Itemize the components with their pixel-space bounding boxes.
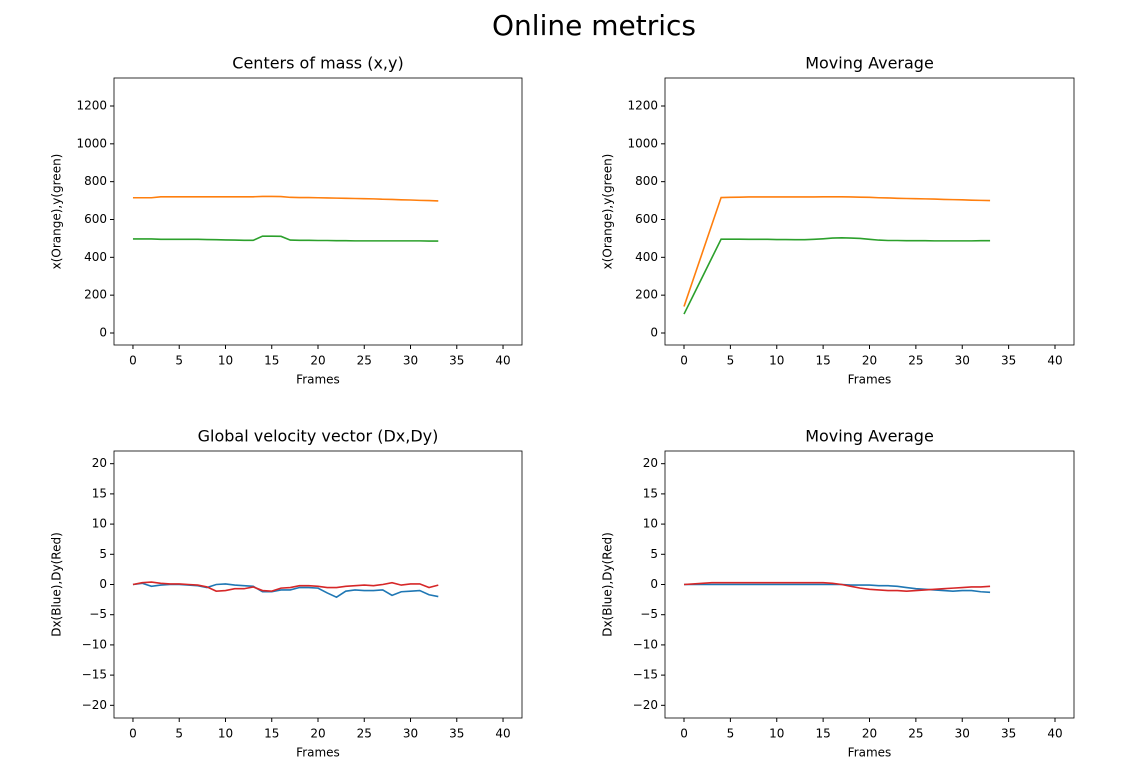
- x-tick-label: 0: [680, 354, 688, 368]
- x-axis-label: Frames: [296, 746, 340, 760]
- y-tick-label: 0: [650, 325, 658, 339]
- data-line: [132, 581, 439, 592]
- x-tick-label: 15: [815, 727, 830, 741]
- x-tick-label: 10: [218, 354, 233, 368]
- subplot-title: Global velocity vector (Dx,Dy): [198, 427, 439, 446]
- x-tick-label: 30: [955, 354, 970, 368]
- plot-frame: [664, 450, 1075, 719]
- x-tick-label: 20: [310, 727, 325, 741]
- x-tick-label: 20: [310, 354, 325, 368]
- y-tick-label: 400: [84, 250, 107, 264]
- y-tick-label: 0: [650, 577, 658, 591]
- x-tick-label: 30: [403, 354, 418, 368]
- y-tick-label: 5: [99, 547, 107, 561]
- y-tick-label: 400: [635, 250, 658, 264]
- y-tick-label: 800: [635, 174, 658, 188]
- x-axis-label: Frames: [296, 373, 340, 387]
- y-tick-label: 5: [650, 547, 658, 561]
- y-tick-label: 20: [92, 456, 107, 470]
- x-tick-label: 10: [769, 727, 784, 741]
- x-tick-label: 35: [1001, 727, 1016, 741]
- y-tick-label: 1200: [76, 98, 107, 112]
- x-tick-label: 25: [908, 354, 923, 368]
- y-tick-label: 600: [635, 212, 658, 226]
- y-tick-label: −15: [82, 668, 107, 682]
- y-tick-label: 800: [84, 174, 107, 188]
- y-axis-label: Dx(Blue),Dy(Red): [601, 532, 615, 637]
- x-tick-label: 40: [1047, 354, 1062, 368]
- x-tick-label: 0: [129, 727, 137, 741]
- x-tick-label: 30: [403, 727, 418, 741]
- x-tick-label: 5: [727, 354, 735, 368]
- x-tick-label: 25: [357, 727, 372, 741]
- y-tick-label: 10: [643, 517, 658, 531]
- x-tick-label: 40: [1047, 727, 1062, 741]
- x-axis-label: Frames: [848, 373, 892, 387]
- x-tick-label: 15: [264, 354, 279, 368]
- x-tick-label: 40: [495, 727, 510, 741]
- subplot-title: Centers of mass (x,y): [232, 54, 403, 73]
- y-tick-label: −5: [640, 607, 658, 621]
- data-line: [683, 581, 991, 592]
- y-tick-label: 10: [92, 517, 107, 531]
- plot-frame: [664, 77, 1075, 346]
- x-tick-label: 35: [449, 727, 464, 741]
- y-tick-label: 1000: [627, 136, 658, 150]
- x-axis-label: Frames: [848, 746, 892, 760]
- y-tick-label: 15: [92, 486, 107, 500]
- data-line: [132, 582, 439, 599]
- y-tick-label: −15: [633, 668, 658, 682]
- x-tick-label: 20: [862, 727, 877, 741]
- x-tick-label: 0: [680, 727, 688, 741]
- y-tick-label: −20: [82, 698, 107, 712]
- x-tick-label: 5: [175, 727, 183, 741]
- y-tick-label: −10: [82, 637, 107, 651]
- plot-frame: [113, 77, 523, 346]
- subplot-title: Moving Average: [805, 427, 934, 446]
- y-axis-label: x(Orange),y(green): [50, 154, 64, 270]
- y-tick-label: 200: [84, 288, 107, 302]
- subplot-title: Moving Average: [805, 54, 934, 73]
- data-line: [683, 237, 991, 315]
- y-axis-label: x(Orange),y(green): [601, 154, 615, 270]
- x-tick-label: 15: [815, 354, 830, 368]
- x-tick-label: 5: [175, 354, 183, 368]
- y-tick-label: 0: [99, 577, 107, 591]
- y-tick-label: 200: [635, 288, 658, 302]
- x-tick-label: 5: [727, 727, 735, 741]
- y-tick-label: −20: [633, 698, 658, 712]
- y-tick-label: 15: [643, 486, 658, 500]
- x-tick-label: 25: [908, 727, 923, 741]
- x-tick-label: 15: [264, 727, 279, 741]
- data-line: [683, 195, 991, 307]
- x-tick-label: 25: [357, 354, 372, 368]
- data-line: [132, 195, 439, 202]
- x-tick-label: 10: [769, 354, 784, 368]
- x-tick-label: 0: [129, 354, 137, 368]
- x-tick-label: 10: [218, 727, 233, 741]
- plot-frame: [113, 450, 523, 719]
- data-line: [132, 235, 439, 242]
- x-tick-label: 35: [1001, 354, 1016, 368]
- figure-title: Online metrics: [492, 9, 696, 42]
- y-axis-label: Dx(Blue),Dy(Red): [50, 532, 64, 637]
- x-tick-label: 35: [449, 354, 464, 368]
- y-tick-label: −5: [89, 607, 107, 621]
- y-tick-label: 20: [643, 456, 658, 470]
- x-tick-label: 30: [955, 727, 970, 741]
- x-tick-label: 20: [862, 354, 877, 368]
- y-tick-label: 1000: [76, 136, 107, 150]
- y-tick-label: 0: [99, 325, 107, 339]
- y-tick-label: −10: [633, 637, 658, 651]
- y-tick-label: 1200: [627, 98, 658, 112]
- y-tick-label: 600: [84, 212, 107, 226]
- x-tick-label: 40: [495, 354, 510, 368]
